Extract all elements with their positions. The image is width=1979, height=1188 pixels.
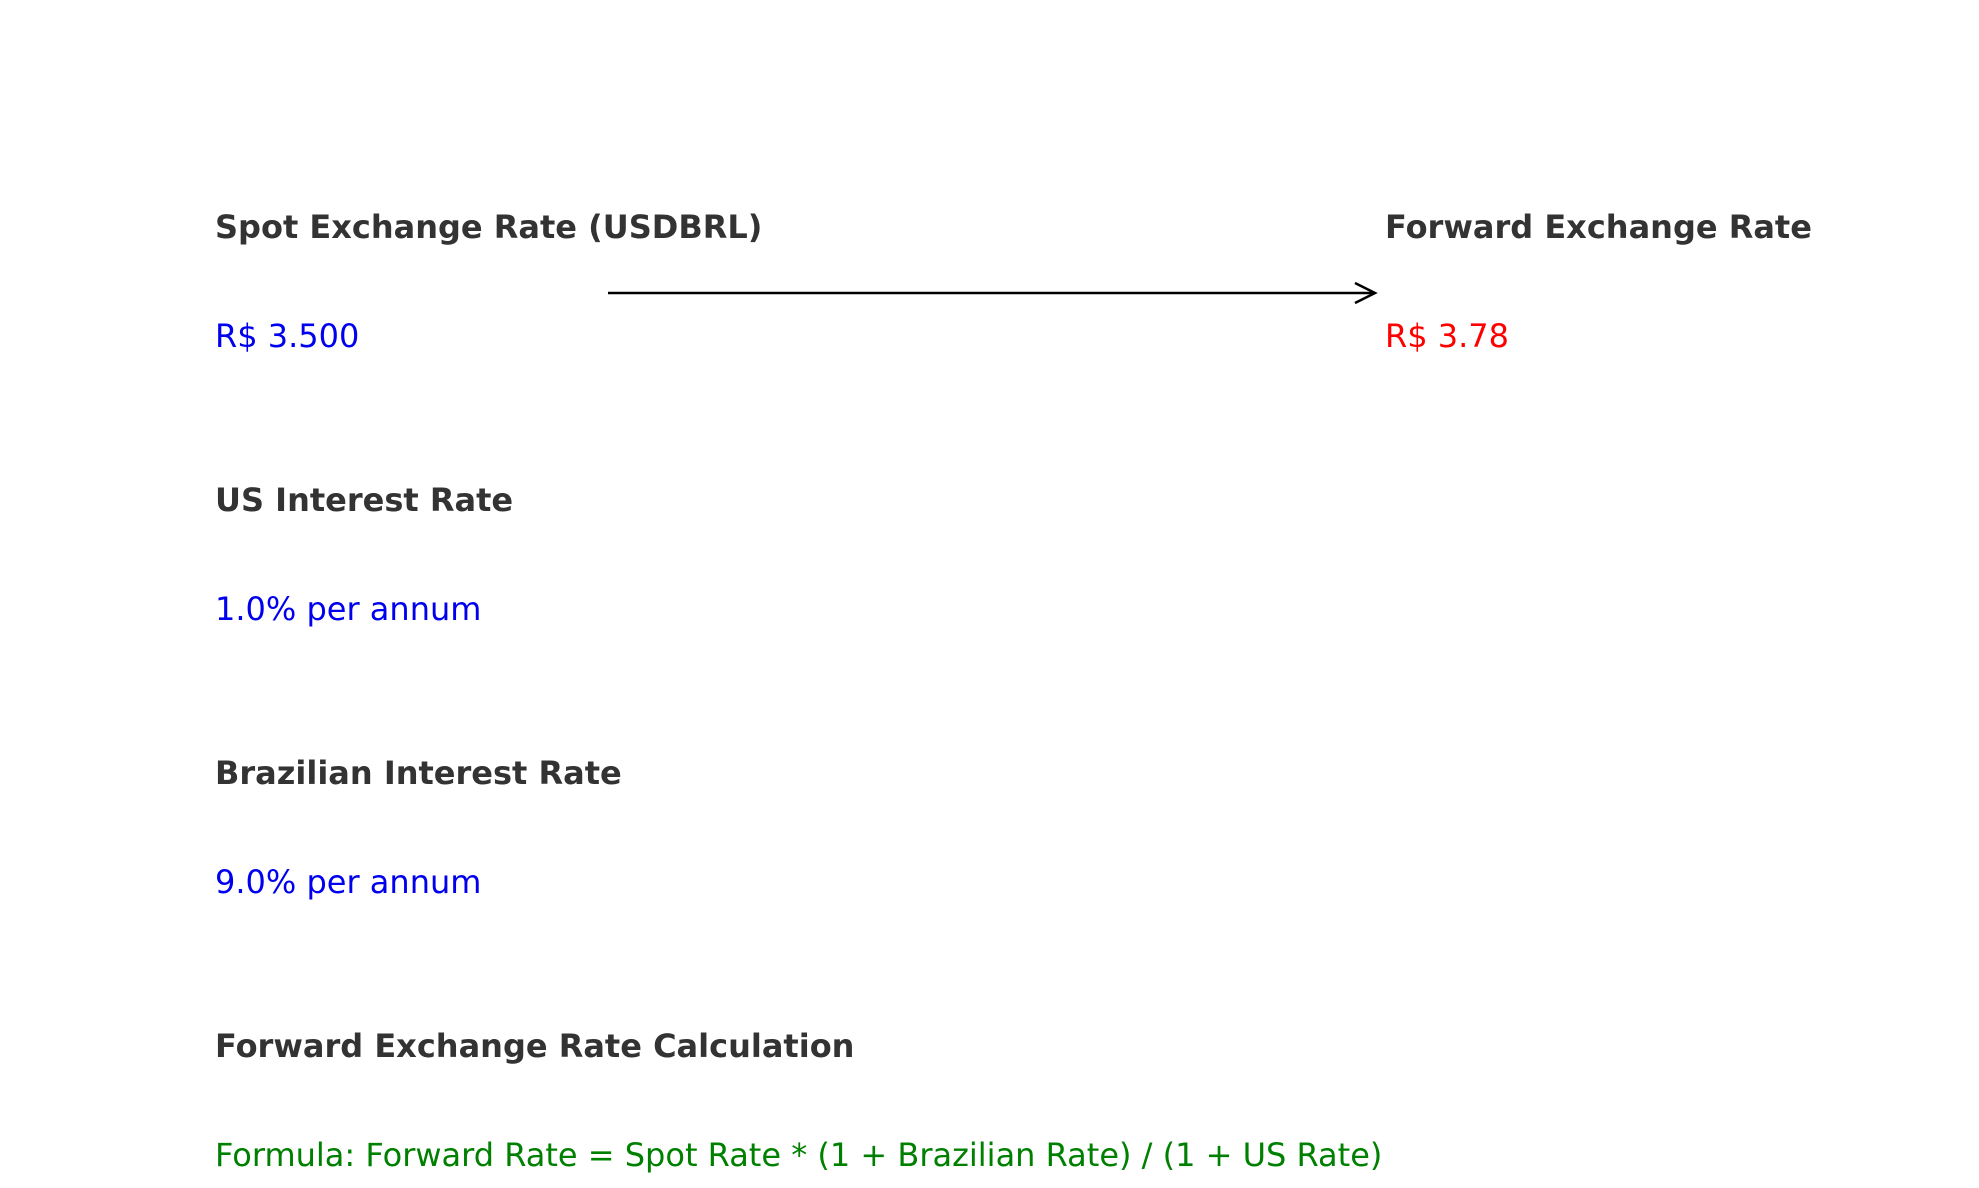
us-interest-rate-value: 1.0% per annum: [215, 590, 482, 628]
formula-text: Formula: Forward Rate = Spot Rate * (1 +…: [215, 1136, 1383, 1174]
forward-rate-label: Forward Exchange Rate: [1385, 208, 1812, 246]
brazilian-interest-rate-value: 9.0% per annum: [215, 863, 482, 901]
forward-rate-value: R$ 3.78: [1385, 317, 1510, 355]
spot-to-forward-arrow: [608, 281, 1378, 305]
spot-rate-value: R$ 3.500: [215, 317, 360, 355]
calculation-heading: Forward Exchange Rate Calculation: [215, 1027, 855, 1065]
brazilian-interest-rate-label: Brazilian Interest Rate: [215, 754, 622, 792]
spot-rate-label: Spot Exchange Rate (USDBRL): [215, 208, 763, 246]
us-interest-rate-label: US Interest Rate: [215, 481, 514, 519]
arrow-head: [1354, 281, 1378, 305]
